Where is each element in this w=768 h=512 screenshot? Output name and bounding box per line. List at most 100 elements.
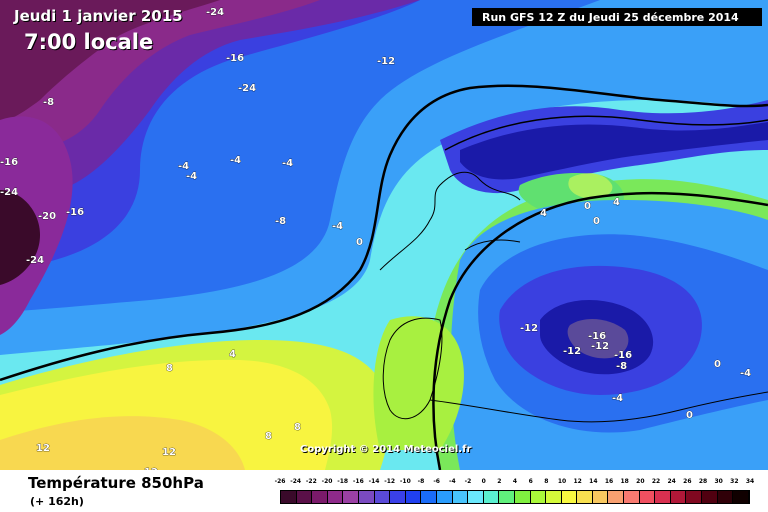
scale-swatch (639, 491, 656, 503)
isotherm-label: -16 (66, 207, 84, 218)
isotherm-label: -4 (332, 221, 343, 232)
scale-swatch (514, 491, 531, 503)
isotherm-label: -12 (520, 323, 538, 334)
scale-tick-label: 30 (714, 478, 723, 485)
scale-tick-label: 4 (512, 478, 518, 485)
scale-tick-label: -20 (321, 478, 333, 485)
scale-tick-label: 8 (544, 478, 549, 485)
scale-tick-label: -12 (384, 478, 396, 485)
scale-tick-label: -16 (352, 478, 364, 485)
scale-swatch (530, 491, 547, 503)
isotherm-label: 12 (144, 467, 158, 470)
scale-swatch (702, 491, 718, 503)
scale-bar (280, 490, 750, 504)
scale-tick-label: 6 (528, 478, 533, 485)
isotherm-label: -16 (614, 350, 632, 361)
scale-swatch (561, 491, 578, 503)
scale-swatch (608, 491, 625, 503)
isotherm-label: -8 (43, 97, 54, 108)
scale-tick-label: 10 (557, 478, 567, 485)
scale-tick-label: -14 (368, 478, 380, 485)
isotherm-label: -4 (282, 158, 293, 169)
scale-swatch (686, 491, 703, 503)
isotherm-label: 0 (584, 201, 591, 212)
scale-swatch (312, 491, 328, 503)
isotherm-label-group: -24-16 -12-8-24-16-24-20 -16-24-4-4-4 -4-8-… (0, 7, 751, 470)
scale-swatch (296, 491, 313, 503)
scale-tick-label: -24 (290, 478, 302, 485)
scale-swatch (655, 491, 671, 503)
scale-tick-label: 34 (745, 478, 755, 485)
isotherm-label: 0 (593, 216, 600, 227)
isotherm-label: -4 (186, 171, 197, 182)
isotherm-label: -12 (377, 56, 395, 67)
scale-tick-label: 20 (636, 478, 645, 485)
isotherm-label: -12 (563, 346, 581, 357)
scale-swatch (717, 491, 734, 503)
isotherm-label: 8 (294, 422, 301, 433)
isotherm-label: 4 (229, 349, 236, 360)
scale-swatch (733, 491, 749, 503)
isotherm-label: -24 (0, 187, 18, 198)
scale-swatch (468, 491, 484, 503)
isotherm-label: -8 (275, 216, 286, 227)
scale-swatch (624, 491, 640, 503)
scale-swatch (390, 491, 406, 503)
copyright-notice: Copyright © 2014 Meteociel.fr (300, 444, 472, 455)
scale-tick-label: 0 (481, 478, 486, 485)
isotherm-label: 12 (36, 443, 50, 454)
scale-tick-label: -26 (274, 478, 286, 485)
scale-tick-label: 18 (620, 478, 629, 485)
scale-ticks: -26 -24 -22 -20 -18 -16 -14 -12 -10 -8 -6 -4 -2 0 2 4 6 8… (275, 478, 755, 488)
scale-tick-label: 26 (683, 478, 692, 485)
scale-swatch (374, 491, 391, 503)
isotherm-label: 0 (356, 237, 363, 248)
scale-tick-label: -6 (433, 478, 440, 485)
forecast-date: Jeudi 1 janvier 2015 (14, 7, 183, 25)
scale-tick-label: -8 (417, 478, 425, 485)
isotherm-label: -20 (38, 211, 56, 222)
scale-swatch (670, 491, 687, 503)
isotherm-label: -16 (226, 53, 244, 64)
isotherm-label: -4 (612, 393, 623, 404)
lead-time: (+ 162h) (30, 495, 84, 508)
scale-swatch (592, 491, 609, 503)
isotherm-label: 0 (714, 359, 721, 370)
footer-panel: Température 850hPa (+ 162h) -26 -24 -22 -20… (0, 470, 768, 512)
scale-swatch (327, 491, 344, 503)
run-info-box (472, 8, 762, 26)
isotherm-label: 4 (540, 208, 547, 219)
isotherm-label: 8 (265, 431, 272, 442)
scale-tick-label: 24 (667, 478, 676, 485)
scale-swatch (436, 491, 453, 503)
isotherm-label: 0 (686, 410, 693, 421)
scale-tick-label: 32 (730, 478, 739, 485)
scale-swatch (577, 491, 593, 503)
scale-tick-label: -10 (399, 478, 411, 485)
field-title: Température 850hPa (28, 474, 204, 492)
temperature-map: -24 -16 -12 -8 -24 -16 -24 -20 -16 -24 -4 -4 -4 -4 -8-… (0, 0, 768, 470)
scale-swatch (281, 491, 297, 503)
isotherm-label: 4 (613, 197, 620, 208)
scale-swatch (452, 491, 469, 503)
scale-swatch (483, 491, 500, 503)
isotherm-label: -4 (740, 368, 751, 379)
scale-swatch (421, 491, 437, 503)
isotherm-label: -24 (26, 255, 44, 266)
scale-swatch (405, 491, 422, 503)
scale-tick-label: 16 (604, 478, 614, 485)
scale-swatch (343, 491, 359, 503)
scale-tick-label: 14 (589, 478, 598, 485)
run-info: Run GFS 12 Z du Jeudi 25 décembre 2014 (482, 11, 739, 24)
isotherm-label: -4 (230, 155, 241, 166)
scale-tick-label: -4 (448, 478, 456, 485)
isotherm-label: 12 (162, 447, 176, 458)
scale-swatch (499, 491, 515, 503)
scale-swatch (546, 491, 562, 503)
forecast-time: 7:00 locale (24, 30, 154, 54)
scale-swatch (358, 491, 375, 503)
isotherm-label: -8 (616, 361, 627, 372)
scale-tick-label: 22 (651, 478, 661, 485)
scale-tick-label: 28 (698, 478, 708, 485)
scale-tick-label: -2 (464, 478, 472, 485)
